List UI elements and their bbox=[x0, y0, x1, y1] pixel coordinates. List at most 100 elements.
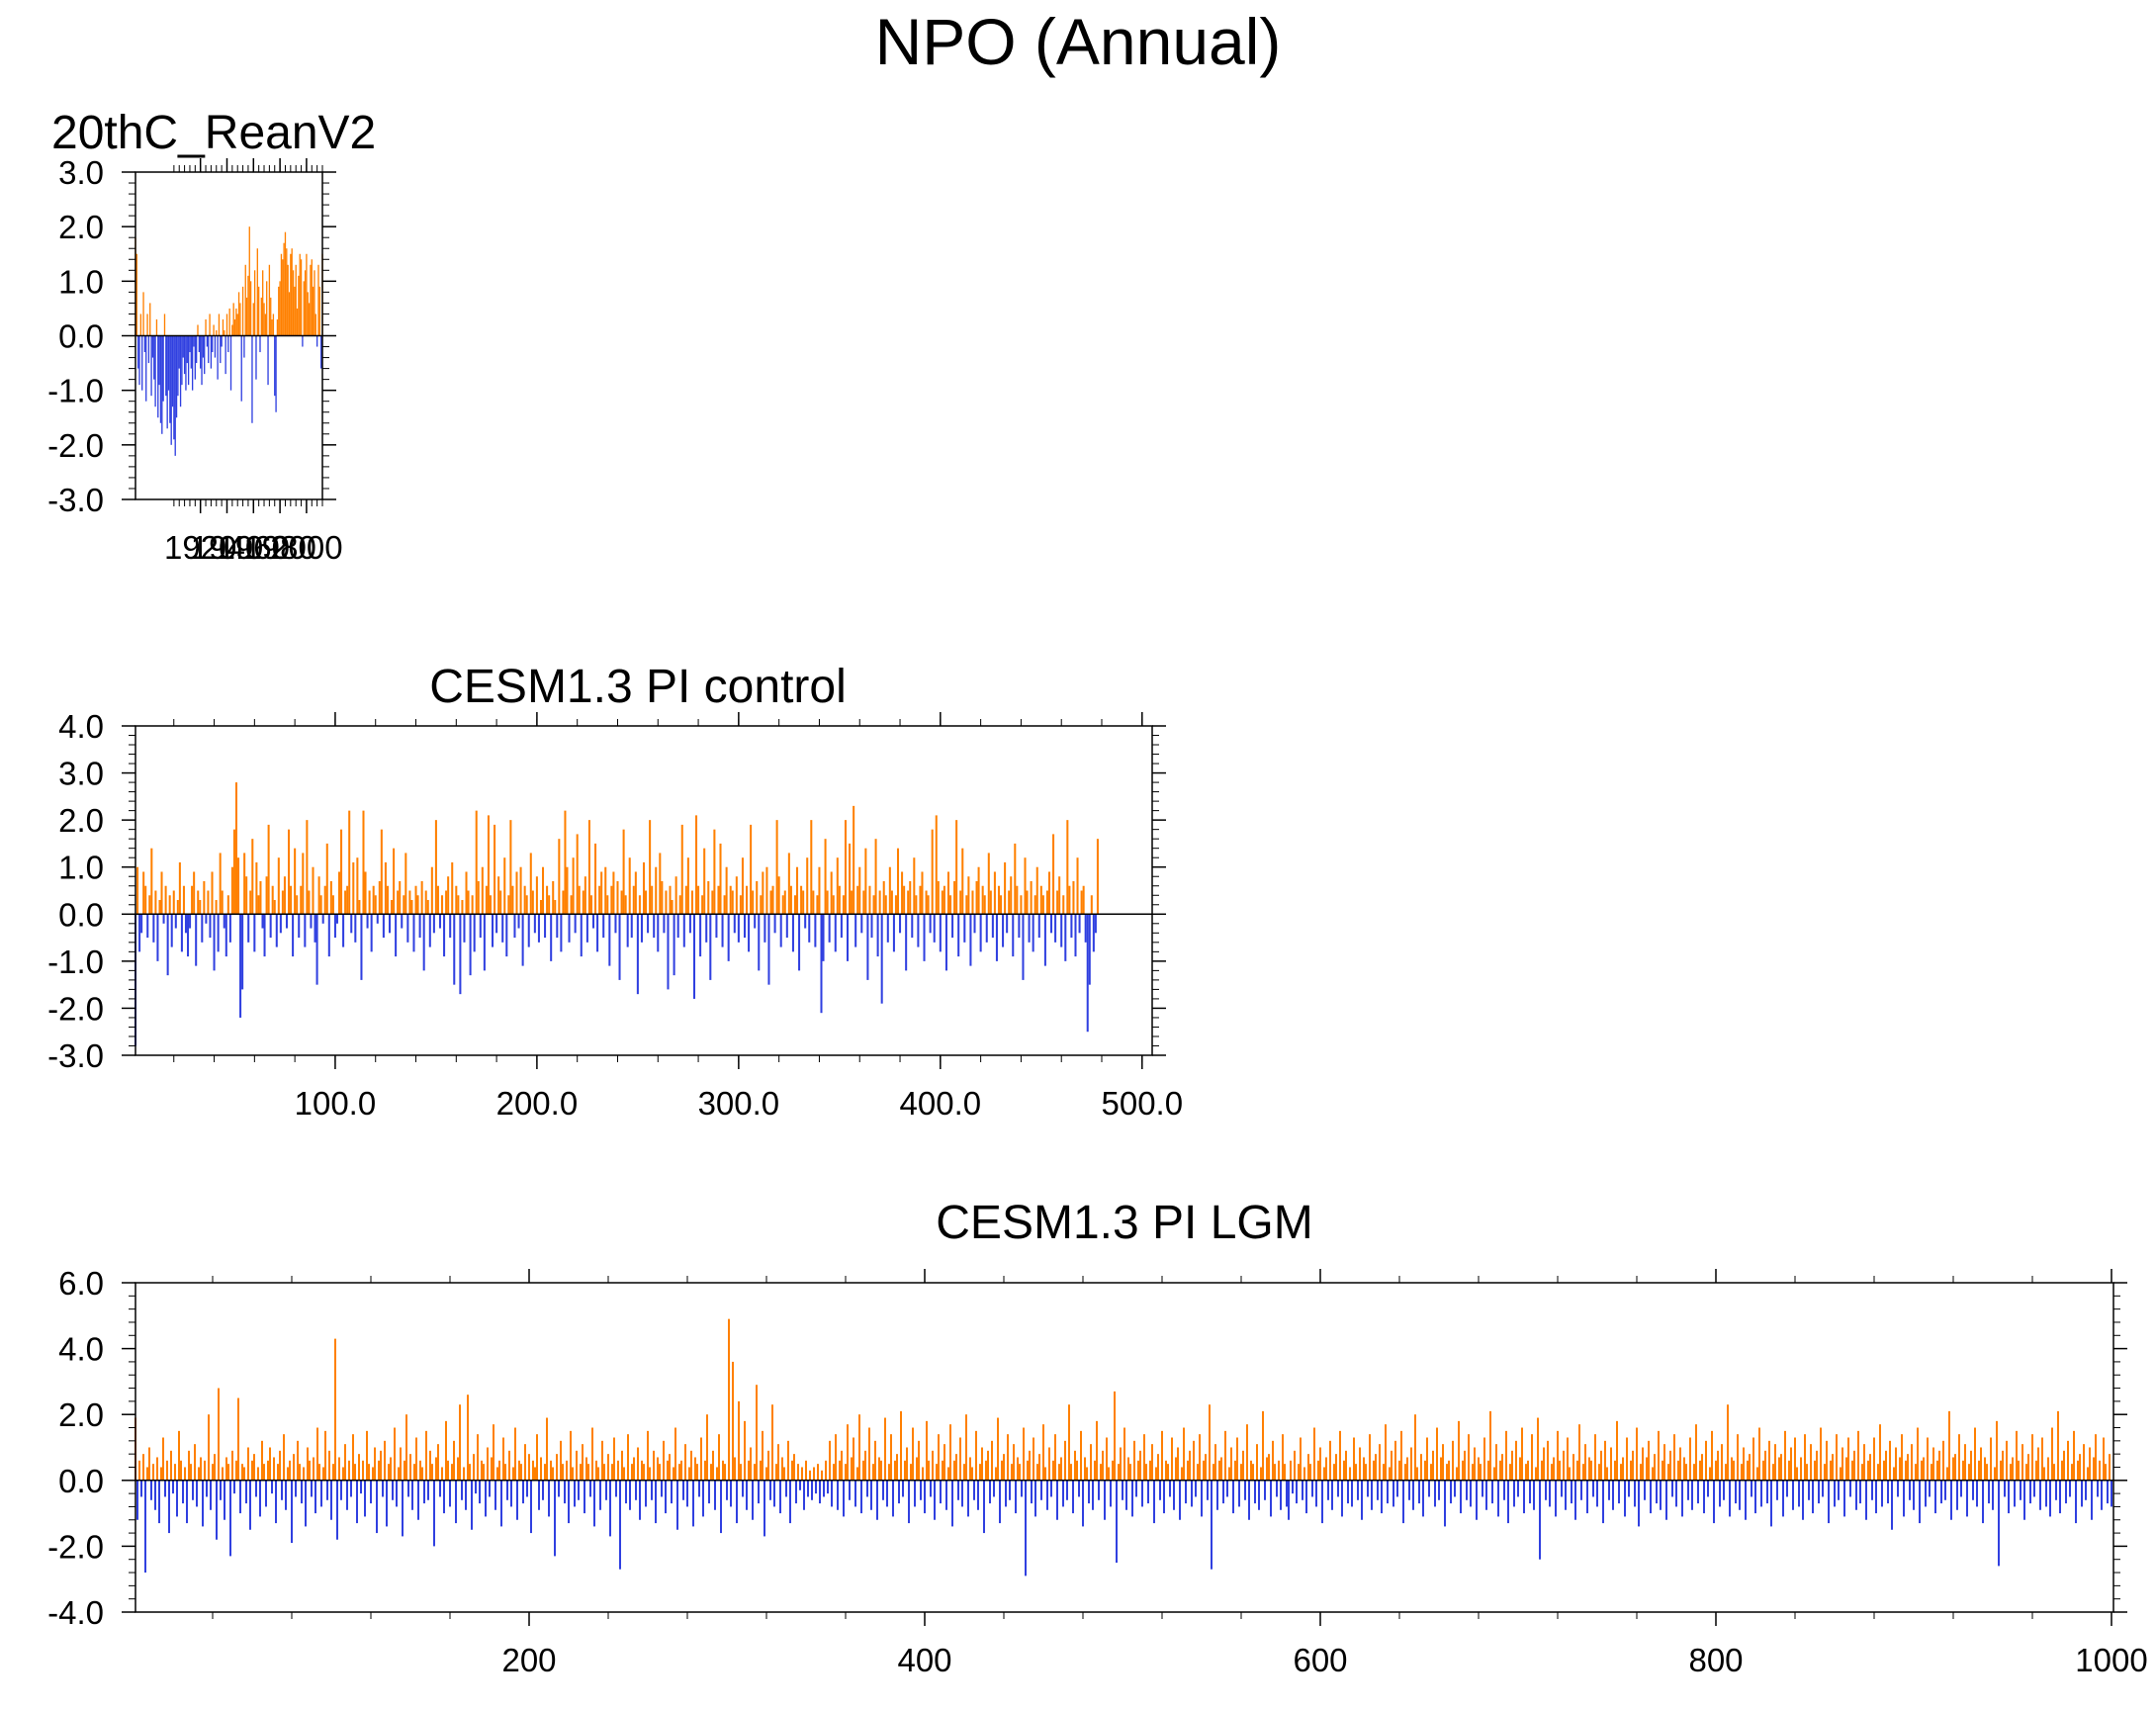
bar-positive bbox=[775, 1464, 777, 1481]
bar-positive bbox=[1842, 1447, 1843, 1481]
bar-positive bbox=[1911, 1444, 1913, 1481]
bar-negative bbox=[929, 914, 932, 934]
bar-positive bbox=[669, 1454, 671, 1481]
bar-negative bbox=[506, 1480, 508, 1500]
bar-negative bbox=[342, 914, 345, 947]
bar-negative bbox=[1834, 1480, 1836, 1507]
bar-negative bbox=[1754, 1480, 1756, 1514]
bar-positive bbox=[1058, 876, 1061, 915]
bar-negative bbox=[2111, 1480, 2112, 1507]
bar-negative bbox=[957, 1480, 959, 1500]
bar-negative bbox=[229, 1480, 231, 1557]
bar-negative bbox=[186, 1480, 188, 1524]
bar-positive bbox=[416, 895, 419, 915]
bar-negative bbox=[186, 335, 188, 364]
bar-positive bbox=[1020, 895, 1023, 915]
bar-negative bbox=[422, 914, 425, 971]
bar-negative bbox=[239, 1480, 241, 1514]
bar-negative bbox=[1875, 1480, 1877, 1514]
bar-negative bbox=[275, 335, 277, 412]
bar-negative bbox=[1125, 1480, 1127, 1510]
bar-negative bbox=[585, 914, 588, 943]
bar-negative bbox=[1565, 1480, 1567, 1510]
y-tick-label: 0.0 bbox=[58, 318, 104, 355]
bar-positive bbox=[253, 270, 256, 336]
bar-positive bbox=[1325, 1457, 1327, 1481]
bar-positive bbox=[765, 866, 768, 915]
bar-negative bbox=[635, 1480, 637, 1500]
bar-positive bbox=[704, 1460, 706, 1481]
bar-negative bbox=[386, 1480, 388, 1527]
bar-positive bbox=[241, 1464, 243, 1481]
bar-positive bbox=[637, 1447, 639, 1481]
bar-negative bbox=[1960, 1480, 1962, 1497]
bar-positive bbox=[248, 226, 250, 336]
bar-negative bbox=[1054, 914, 1057, 943]
bar-positive bbox=[633, 1457, 635, 1481]
bar-positive bbox=[1576, 1460, 1578, 1481]
bar-positive bbox=[481, 1460, 483, 1481]
bar-positive bbox=[987, 853, 990, 915]
bar-positive bbox=[587, 1464, 589, 1481]
bar-positive bbox=[713, 829, 716, 915]
bar-positive bbox=[483, 1464, 485, 1481]
bar-positive bbox=[216, 329, 218, 336]
bar-negative bbox=[951, 1480, 953, 1527]
bar-negative bbox=[177, 335, 179, 397]
bar-positive bbox=[653, 1450, 655, 1481]
bar-positive bbox=[890, 890, 893, 915]
bar-negative bbox=[340, 1480, 342, 1500]
bar-positive bbox=[1385, 1424, 1387, 1481]
bar-positive bbox=[688, 1467, 690, 1481]
bar-positive bbox=[1662, 1460, 1663, 1481]
bar-negative bbox=[225, 914, 227, 957]
bar-positive bbox=[1436, 1427, 1438, 1481]
bar-positive bbox=[299, 253, 301, 336]
bar-positive bbox=[2077, 1460, 2079, 1481]
bar-positive bbox=[2031, 1434, 2033, 1481]
bar-negative bbox=[892, 914, 895, 952]
bar-negative bbox=[608, 914, 611, 966]
bar-positive bbox=[317, 876, 320, 915]
bar-positive bbox=[237, 292, 240, 336]
bar-positive bbox=[1420, 1454, 1422, 1481]
bar-positive bbox=[1567, 1437, 1569, 1481]
bar-positive bbox=[283, 876, 286, 915]
bar-negative bbox=[969, 914, 972, 966]
bar-positive bbox=[138, 1460, 140, 1481]
bar-negative bbox=[1735, 1480, 1737, 1504]
bar-negative bbox=[1428, 1480, 1430, 1497]
bar-negative bbox=[144, 1480, 146, 1574]
bar-positive bbox=[813, 1467, 815, 1481]
bar-positive bbox=[1582, 1464, 1584, 1481]
bar-positive bbox=[394, 1427, 396, 1481]
bar-positive bbox=[1149, 1460, 1151, 1481]
bar-negative bbox=[574, 914, 577, 934]
bar-positive bbox=[244, 264, 246, 336]
bar-negative bbox=[172, 1480, 174, 1494]
bar-positive bbox=[1994, 1467, 1996, 1481]
bar-negative bbox=[1387, 1480, 1389, 1504]
bar-positive bbox=[806, 857, 809, 915]
bar-positive bbox=[997, 885, 1001, 915]
bar-positive bbox=[1349, 1467, 1351, 1481]
bar-negative bbox=[201, 335, 203, 386]
bar-negative bbox=[428, 914, 431, 947]
bar-negative bbox=[382, 914, 385, 939]
bar-negative bbox=[263, 914, 266, 957]
bar-positive bbox=[1480, 1464, 1482, 1481]
bar-positive bbox=[338, 1457, 340, 1481]
bar-negative bbox=[533, 914, 536, 934]
bar-negative bbox=[1482, 1480, 1483, 1497]
bar-negative bbox=[1602, 1480, 1604, 1524]
bar-positive bbox=[922, 1467, 924, 1481]
bar-positive bbox=[1711, 1430, 1713, 1481]
bar-positive bbox=[283, 242, 285, 336]
bar-positive bbox=[503, 857, 506, 915]
bar-positive bbox=[935, 815, 938, 915]
bar-negative bbox=[764, 1480, 765, 1537]
bar-positive bbox=[821, 1470, 823, 1481]
bar-negative bbox=[1628, 1480, 1630, 1497]
bar-negative bbox=[376, 1480, 378, 1534]
